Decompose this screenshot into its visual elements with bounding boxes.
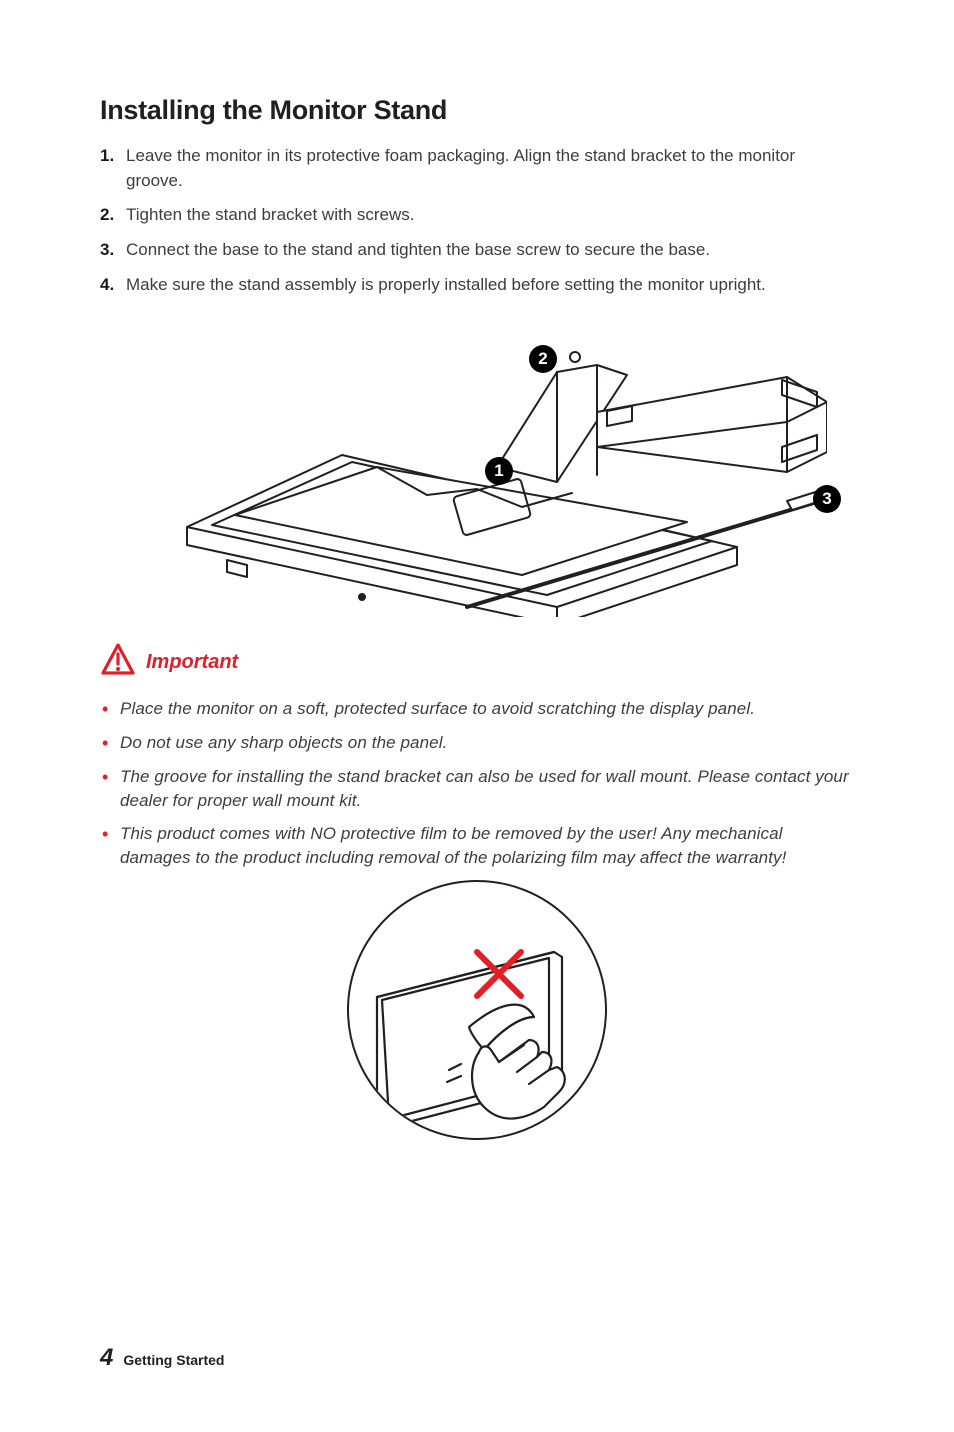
illustration-monitor-stand: 1 2 3 xyxy=(127,317,827,617)
step-item: 1. Leave the monitor in its protective f… xyxy=(100,144,854,193)
callout-1: 1 xyxy=(485,457,513,485)
note-item: Do not use any sharp objects on the pane… xyxy=(100,731,854,755)
callout-2: 2 xyxy=(529,345,557,373)
section-name: Getting Started xyxy=(123,1352,224,1368)
warning-icon xyxy=(100,642,136,683)
note-item: Place the monitor on a soft, protected s… xyxy=(100,697,854,721)
important-notes: Place the monitor on a soft, protected s… xyxy=(100,697,854,870)
step-number: 2. xyxy=(100,203,114,228)
step-item: 2. Tighten the stand bracket with screws… xyxy=(100,203,854,228)
page-title: Installing the Monitor Stand xyxy=(100,95,854,126)
step-number: 3. xyxy=(100,238,114,263)
important-label: Important xyxy=(146,651,238,674)
step-number: 1. xyxy=(100,144,114,169)
important-header: Important xyxy=(100,642,854,683)
note-item: The groove for installing the stand brac… xyxy=(100,765,854,813)
steps-list: 1. Leave the monitor in its protective f… xyxy=(100,144,854,297)
step-text: Tighten the stand bracket with screws. xyxy=(126,205,415,224)
step-text: Leave the monitor in its protective foam… xyxy=(126,146,795,190)
step-text: Make sure the stand assembly is properly… xyxy=(126,275,766,294)
page-footer: 4 Getting Started xyxy=(100,1344,224,1372)
step-item: 4. Make sure the stand assembly is prope… xyxy=(100,273,854,298)
note-item: This product comes with NO protective fi… xyxy=(100,822,854,870)
step-number: 4. xyxy=(100,273,114,298)
step-item: 3. Connect the base to the stand and tig… xyxy=(100,238,854,263)
page-number: 4 xyxy=(100,1344,113,1372)
callout-3: 3 xyxy=(813,485,841,513)
step-text: Connect the base to the stand and tighte… xyxy=(126,240,710,259)
illustration-no-peel xyxy=(347,880,607,1140)
